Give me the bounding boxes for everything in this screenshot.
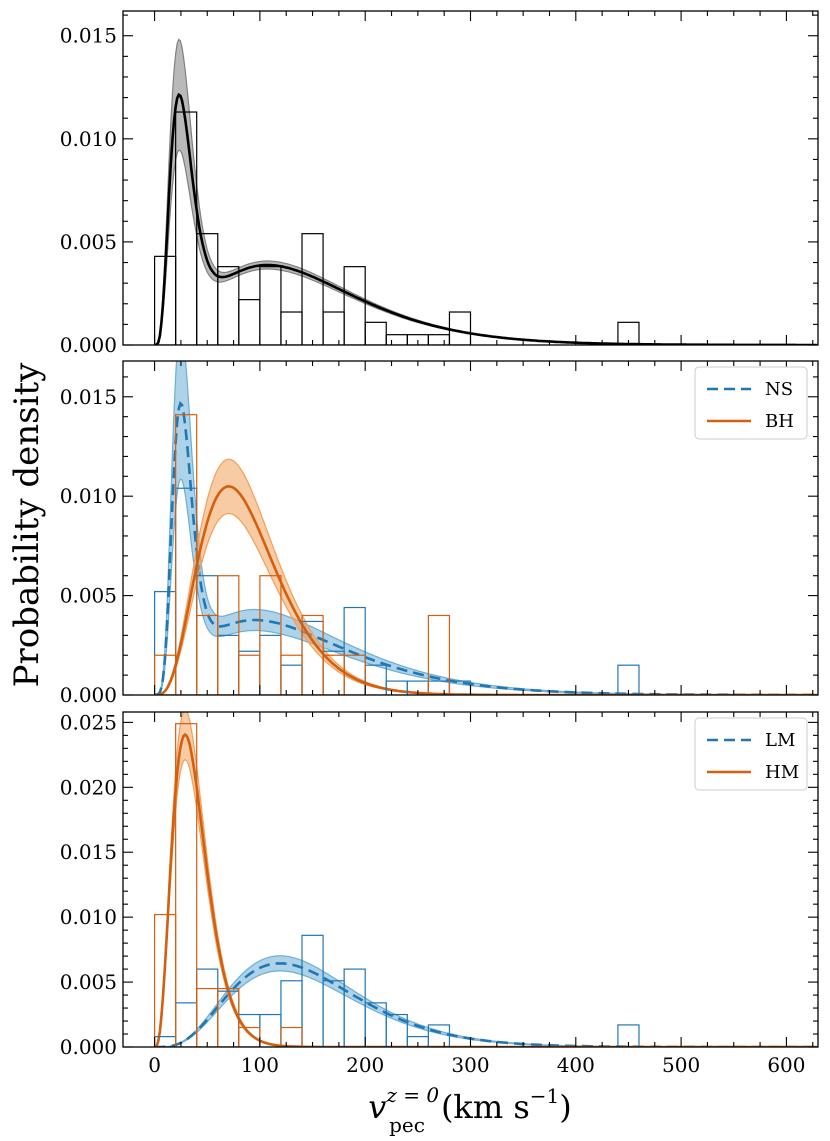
- hist-bar-ns: [238, 650, 261, 695]
- hist-bar-lm: [238, 1013, 261, 1047]
- hist-bar-all: [301, 233, 324, 345]
- hist-bar-bh: [238, 654, 261, 695]
- hist-bar-all: [259, 266, 282, 345]
- chart-panel-top: 0.000 0.005 0.010 0.015: [60, 10, 819, 357]
- hist-bar-bh: [175, 414, 198, 695]
- panels: 0.000 0.005 0.010 0.015 0.000 0.005 0.010 0.015…: [60, 10, 819, 1077]
- x-axis-units-close: ): [559, 1088, 571, 1126]
- x-axis-units: (km s: [441, 1088, 530, 1126]
- hist-bar-ns: [217, 634, 240, 695]
- hist-bar-ns: [617, 664, 640, 695]
- hist-bar-lm: [280, 980, 303, 1047]
- band-lm: [154, 955, 817, 1047]
- x-tick-label: 200: [346, 1053, 384, 1077]
- line-bh: [154, 485, 817, 695]
- hist-bar-bh: [343, 654, 366, 695]
- chart-panel-middle: 0.000 0.005 0.010 0.015 NS BH: [60, 360, 819, 707]
- hist-bar-bh: [259, 575, 282, 695]
- x-tick-label: 500: [662, 1053, 700, 1077]
- y-tick-label: 0.025: [60, 710, 117, 734]
- y-tick-label: 0.000: [60, 1035, 117, 1059]
- hist-bar-hm: [238, 1026, 261, 1047]
- hist-bar-ns: [259, 634, 282, 695]
- hist-bar-ns: [280, 664, 303, 695]
- hist-bar-bh: [280, 654, 303, 695]
- legend-label-hm: HM: [765, 762, 799, 783]
- plot-area: [153, 38, 817, 345]
- y-tick-label: 0.010: [60, 127, 117, 151]
- hist-bar-all: [175, 111, 198, 345]
- x-tick-label: 600: [767, 1053, 805, 1077]
- hist-bar-all: [385, 334, 408, 345]
- x-axis-title: vz = 0 pec (km s−1): [368, 1083, 571, 1137]
- plot-area: [153, 712, 817, 1047]
- hist-bar-all: [238, 299, 261, 345]
- x-axis-symbol: v: [368, 1088, 386, 1126]
- band-bh: [154, 458, 817, 695]
- legend-label-lm: LM: [765, 730, 795, 751]
- x-tick-label: 100: [241, 1053, 279, 1077]
- hist-bar-lm: [617, 1024, 640, 1047]
- y-tick-label: 0.020: [60, 775, 117, 799]
- x-tick-label: 300: [451, 1053, 489, 1077]
- hist-bar-all: [322, 311, 345, 345]
- axes-frame: [122, 10, 819, 346]
- y-tick-label: 0.000: [60, 683, 117, 707]
- chart-panel-bottom: 0.000 0.005 0.010 0.015 0.020 0.025 0 100 200 300…: [60, 710, 819, 1077]
- line-all: [154, 92, 817, 345]
- hist-bar-lm: [427, 1024, 451, 1047]
- y-tick-label: 0.010: [60, 484, 117, 508]
- x-axis-units-exp: −1: [530, 1084, 559, 1108]
- band-all: [154, 38, 817, 345]
- legend-label-bh: BH: [765, 411, 794, 432]
- x-axis-sub: pec: [389, 1113, 425, 1137]
- y-axis-title: Probability density: [7, 362, 47, 687]
- y-tick-label: 0.005: [60, 584, 117, 608]
- hist-bar-bh: [427, 614, 451, 695]
- hist-bar-ns: [364, 664, 387, 695]
- hist-bar-lm: [343, 968, 366, 1047]
- x-tick-label: 0: [148, 1053, 161, 1077]
- hist-bar-hm: [175, 723, 198, 1047]
- line-hm: [154, 732, 817, 1047]
- hist-bar-all: [364, 321, 387, 345]
- x-axis-sup: z = 0: [385, 1083, 439, 1107]
- hist-bar-hm: [280, 1026, 303, 1047]
- y-tick-label: 0.005: [60, 230, 117, 254]
- legend-label-ns: NS: [765, 379, 793, 400]
- hist-bar-all: [427, 334, 451, 345]
- y-tick-label: 0.010: [60, 905, 117, 929]
- y-tick-label: 0.015: [60, 385, 117, 409]
- hist-bar-all: [343, 266, 366, 345]
- y-tick-label: 0.005: [60, 970, 117, 994]
- hist-bar-all: [448, 311, 472, 345]
- hist-bar-all: [280, 311, 303, 345]
- y-tick-label: 0.015: [60, 24, 117, 48]
- hist-bar-lm: [301, 934, 324, 1047]
- x-tick-label: 400: [557, 1053, 595, 1077]
- y-tick-label: 0.015: [60, 840, 117, 864]
- hist-bar-bh: [217, 575, 240, 695]
- y-tick-label: 0.000: [60, 333, 117, 357]
